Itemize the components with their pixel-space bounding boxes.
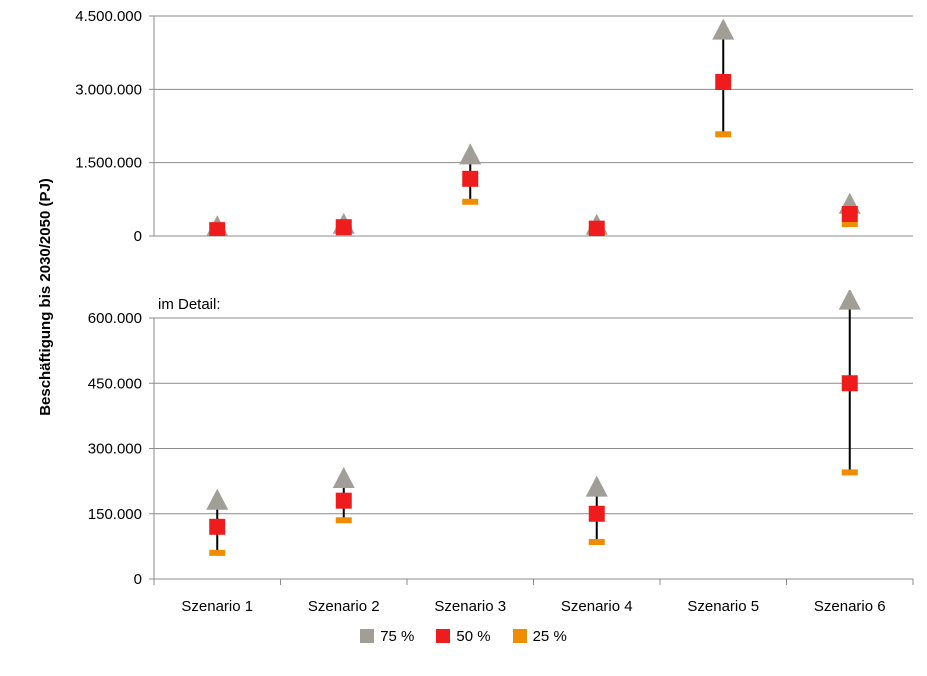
point-50 xyxy=(209,222,226,236)
y-tick-label: 150.000 xyxy=(88,506,142,523)
legend-item-50: 50 % xyxy=(436,625,491,647)
point-50 xyxy=(588,505,605,522)
y-tick-label: 0 xyxy=(134,228,142,245)
point-75 xyxy=(206,488,229,510)
x-tick-label: Szenario 3 xyxy=(434,598,506,615)
point-50 xyxy=(209,518,226,535)
legend-label-25: 25 % xyxy=(532,627,567,645)
point-25 xyxy=(462,198,479,205)
y-tick-label: 300.000 xyxy=(88,441,142,458)
point-50 xyxy=(462,170,479,187)
point-50 xyxy=(462,62,478,78)
point-25 xyxy=(462,272,478,278)
legend-label-75: 75 % xyxy=(380,627,415,645)
detail-panel: 600.000 450.000 300.000 150.000 0 Szenario 1 S… xyxy=(88,62,914,615)
overview-panel: 4.500.000 3.000.000 1.500.000 0 xyxy=(75,8,913,245)
legend-label-50: 50 % xyxy=(456,627,491,645)
point-25 xyxy=(841,221,858,228)
y-tick-label: 3.000.000 xyxy=(75,81,142,98)
point-25 xyxy=(841,469,858,476)
y-tick-label: 4.500.000 xyxy=(75,8,142,25)
point-50 xyxy=(715,74,732,90)
point-50 xyxy=(335,219,352,236)
x-tick-label: Szenario 1 xyxy=(181,598,253,615)
point-25 xyxy=(588,539,605,546)
y-tick-label: 600.000 xyxy=(88,310,142,327)
point-75 xyxy=(712,18,735,40)
detail-annotation: im Detail: xyxy=(158,296,221,313)
point-50 xyxy=(588,220,605,236)
x-tick-label: Szenario 6 xyxy=(814,598,886,615)
point-25 xyxy=(715,131,732,138)
y-tick-label: 450.000 xyxy=(88,375,142,392)
marks-group xyxy=(206,62,861,556)
legend-swatch-75 xyxy=(360,629,375,643)
legend-item-25: 25 % xyxy=(512,625,567,647)
point-50 xyxy=(335,492,352,509)
x-tick-label: Szenario 5 xyxy=(687,598,759,615)
y-tick-label: 0 xyxy=(134,571,142,588)
legend-item-75: 75 % xyxy=(360,625,414,647)
y-axis-label: Beschäftigung bis 2030/2050 (PJ) xyxy=(37,178,54,416)
point-25 xyxy=(209,549,226,556)
legend-swatch-25 xyxy=(512,629,527,643)
x-tick-label: Szenario 4 xyxy=(561,598,633,615)
y-tick-label: 1.500.000 xyxy=(75,155,142,172)
point-75 xyxy=(585,475,608,497)
legend: 75 % 50 % 25 % xyxy=(0,625,927,647)
point-75 xyxy=(838,290,861,310)
point-50 xyxy=(841,375,858,392)
marks-group xyxy=(206,18,861,236)
point-50 xyxy=(841,206,858,222)
x-tick-label: Szenario 2 xyxy=(308,598,380,615)
point-25 xyxy=(335,517,352,524)
point-75 xyxy=(459,143,482,165)
legend-swatch-50 xyxy=(436,629,451,643)
point-75 xyxy=(332,466,355,488)
